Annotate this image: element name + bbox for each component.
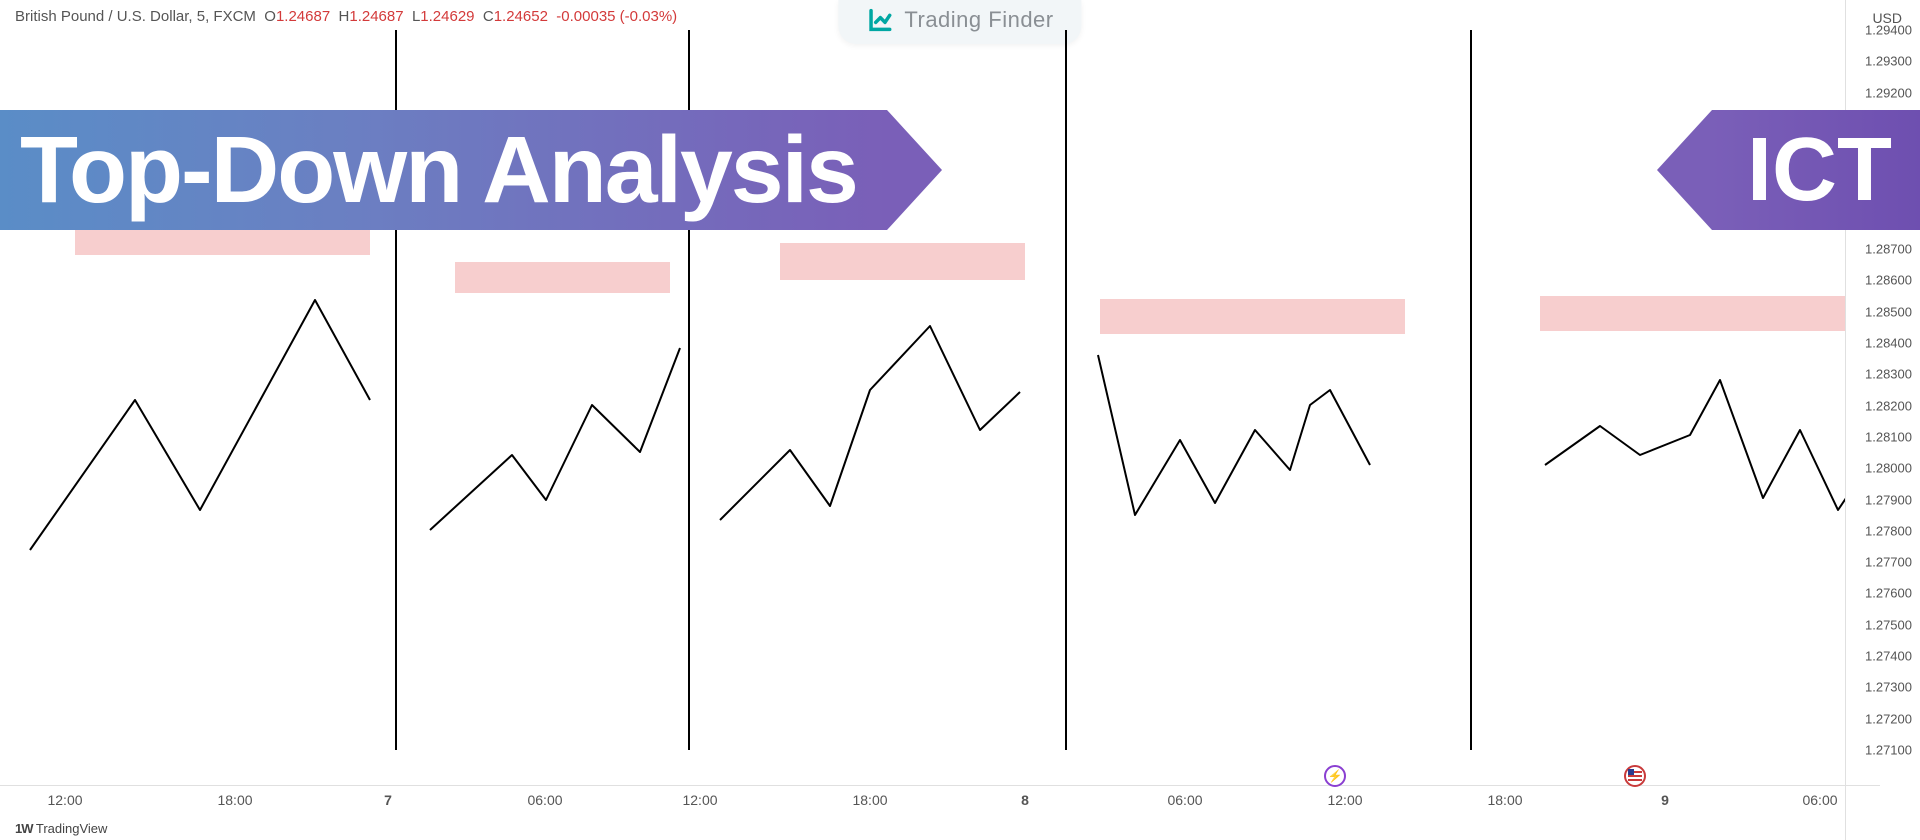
- x-tick-label: 18:00: [1487, 792, 1522, 808]
- ict-text: ICT: [1747, 119, 1892, 222]
- x-tick-label: 06:00: [1167, 792, 1202, 808]
- y-tick-label: 1.27400: [1865, 649, 1912, 664]
- price-line: [1545, 380, 1875, 542]
- chart-container: British Pound / U.S. Dollar, 5, FXCM O1.…: [0, 0, 1920, 840]
- y-tick-label: 1.27500: [1865, 617, 1912, 632]
- y-tick-label: 1.27100: [1865, 743, 1912, 758]
- x-tick-label: 12:00: [682, 792, 717, 808]
- x-tick-label: 9: [1661, 792, 1669, 808]
- open-value: 1.24687: [276, 8, 330, 25]
- x-tick-label: 06:00: [527, 792, 562, 808]
- y-tick-label: 1.28600: [1865, 273, 1912, 288]
- open-label: O: [264, 8, 276, 25]
- y-tick-label: 1.28700: [1865, 242, 1912, 257]
- high-label: H: [339, 8, 350, 25]
- ict-banner: ICT: [1712, 110, 1920, 230]
- change-value: -0.00035 (-0.03%): [556, 8, 677, 25]
- tv-label: TradingView: [36, 821, 108, 836]
- y-tick-label: 1.27600: [1865, 586, 1912, 601]
- y-tick-label: 1.28100: [1865, 429, 1912, 444]
- y-tick-label: 1.27700: [1865, 555, 1912, 570]
- tv-prefix: 1W: [15, 821, 33, 836]
- x-tick-label: 06:00: [1802, 792, 1837, 808]
- y-tick-label: 1.27300: [1865, 680, 1912, 695]
- y-tick-label: 1.27200: [1865, 711, 1912, 726]
- x-tick-label: 18:00: [852, 792, 887, 808]
- y-tick-label: 1.29200: [1865, 85, 1912, 100]
- x-tick-label: 7: [384, 792, 392, 808]
- price-line: [30, 300, 370, 550]
- low-value: 1.24629: [420, 8, 474, 25]
- x-tick-label: 12:00: [47, 792, 82, 808]
- close-value: 1.24652: [494, 8, 548, 25]
- ohlc-header: British Pound / U.S. Dollar, 5, FXCM O1.…: [15, 8, 677, 25]
- title-banner: Top-Down Analysis: [0, 110, 887, 230]
- y-tick-label: 1.28200: [1865, 398, 1912, 413]
- y-tick-label: 1.27800: [1865, 523, 1912, 538]
- tradingview-logo: 1W TradingView: [15, 821, 107, 836]
- price-line: [1098, 355, 1370, 515]
- y-tick-label: 1.28300: [1865, 367, 1912, 382]
- high-value: 1.24687: [349, 8, 403, 25]
- title-text: Top-Down Analysis: [20, 116, 857, 225]
- volatility-event-icon[interactable]: ⚡: [1324, 765, 1346, 787]
- symbol-name: British Pound / U.S. Dollar, 5, FXCM: [15, 8, 256, 25]
- y-tick-label: 1.29400: [1865, 23, 1912, 38]
- close-label: C: [483, 8, 494, 25]
- y-tick-label: 1.28000: [1865, 461, 1912, 476]
- y-tick-label: 1.28400: [1865, 336, 1912, 351]
- x-tick-label: 18:00: [217, 792, 252, 808]
- x-tick-label: 12:00: [1327, 792, 1362, 808]
- y-tick-label: 1.27900: [1865, 492, 1912, 507]
- x-tick-label: 8: [1021, 792, 1029, 808]
- x-axis[interactable]: 12:00 18:00 7 06:00 12:00 18:00 8 06:00 12:00 18:…: [0, 785, 1880, 815]
- y-tick-label: 1.28500: [1865, 304, 1912, 319]
- us-flag-event-icon[interactable]: [1624, 765, 1646, 787]
- y-tick-label: 1.29300: [1865, 54, 1912, 69]
- price-line: [720, 326, 1020, 520]
- price-line: [430, 348, 680, 530]
